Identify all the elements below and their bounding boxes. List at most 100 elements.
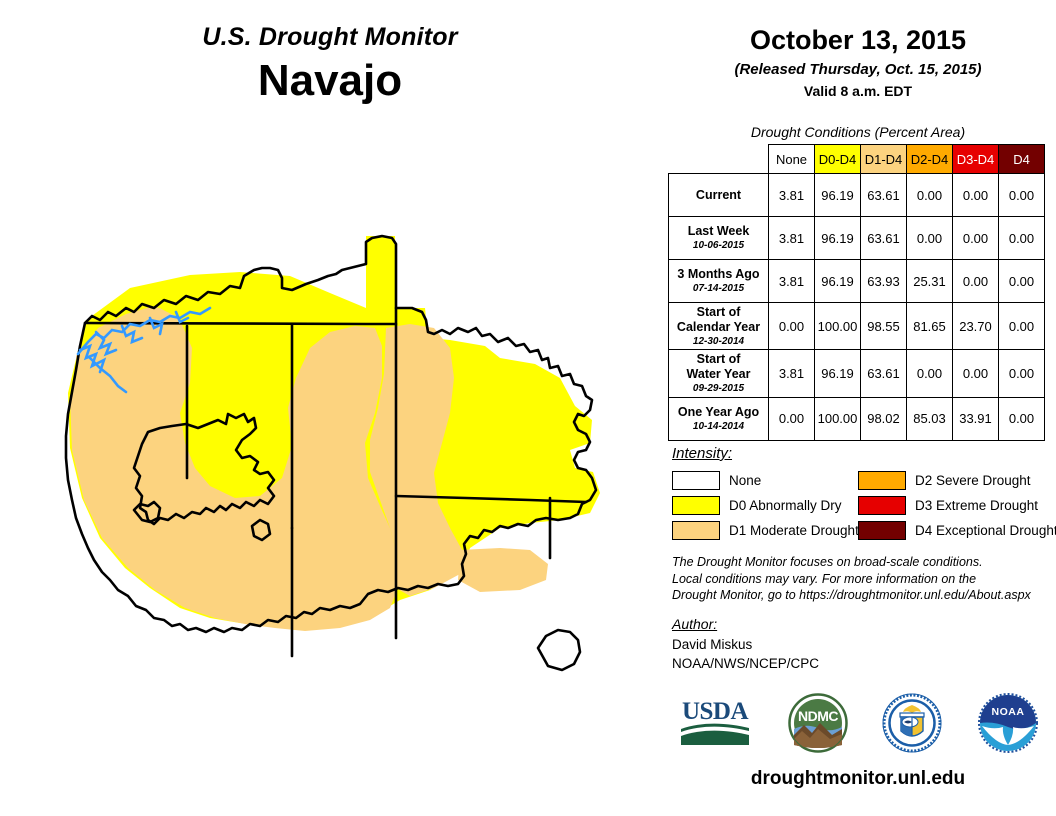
site-url: droughtmonitor.unl.edu [750, 768, 966, 789]
table-cell-d1-d4: 63.61 [860, 173, 907, 217]
legend-item: D2 Severe Drought [858, 468, 1056, 493]
table-cell-d2-d4: 85.03 [906, 396, 953, 441]
table-body: Current 3.81 96.19 63.61 0.00 0.00 0.00 Last We… [668, 173, 1045, 441]
lake-powell-arm-1 [78, 343, 107, 374]
svg-text:NDMC: NDMC [798, 708, 838, 724]
table-cell-d0-d4: 96.19 [814, 349, 861, 398]
row-label-date: 12-30-2014 [692, 335, 745, 347]
interior-island-1 [250, 518, 272, 542]
region-title: Navajo [257, 55, 403, 105]
col-header-d2-d4: D2-D4 [906, 144, 953, 174]
table-cell-d1-d4: 98.02 [860, 396, 907, 441]
col-header-none: None [768, 144, 815, 174]
table-cell-d0-d4: 96.19 [814, 259, 861, 303]
col-header-d1-d4: D1-D4 [860, 144, 907, 174]
hopi-reservation-boundary [132, 412, 276, 526]
row-label-line: Last Week [687, 224, 750, 239]
table-cell-d2-d4: 0.00 [906, 216, 953, 260]
legend-swatch-icon [858, 471, 906, 490]
author-block: David Miskus NOAA/NWS/NCEP/CPC [672, 636, 819, 673]
svg-text:NOAA: NOAA [991, 706, 1024, 718]
row-label-date: 10-14-2014 [692, 420, 745, 432]
agency-boundary-4 [83, 321, 398, 326]
legend-label: None [729, 473, 762, 488]
partner-logos: USDA NDMC [660, 692, 1056, 758]
table-cell-d0-d4: 100.00 [814, 301, 861, 351]
navajo-nation-outline [64, 234, 598, 634]
row-label: Current [668, 173, 769, 217]
row-label-line: One Year Ago [677, 404, 760, 419]
row-label: Start of Calendar Year 12-30-2014 [668, 301, 769, 351]
table-cell-d1-d4: 63.61 [860, 216, 907, 260]
svg-text:USDA: USDA [682, 698, 749, 725]
program-title: U.S. Drought Monitor [202, 23, 458, 51]
d1-area-east-lobe [370, 324, 462, 596]
table-cell-d4: 0.00 [998, 259, 1045, 303]
table-cell-d3-d4: 0.00 [952, 349, 999, 398]
lake-powell-arm-2 [94, 330, 118, 357]
row-label-line: Start of [696, 352, 741, 367]
table-cell-none: 3.81 [768, 349, 815, 398]
disclaimer-line-1: The Drought Monitor focuses on broad-sca… [672, 555, 983, 569]
table-header-row: None D0-D4 D1-D4 D2-D4 D3-D4 D4 [669, 144, 1045, 174]
disclaimer-line-2: Local conditions may vary. For more info… [672, 571, 977, 586]
table-row: 3 Months Ago 07-14-2015 3.81 96.19 63.93 25.3… [668, 259, 1045, 303]
tohajiilee-parcel [536, 628, 582, 672]
disclaimer-line-3: Drought Monitor, go to https://droughtmo… [672, 588, 1031, 602]
lake-powell-arm-4 [148, 316, 164, 336]
row-label-line: Calendar Year [676, 319, 761, 334]
water-features [76, 306, 212, 394]
row-label-line: Water Year [686, 367, 751, 382]
table-cell-d0-d4: 96.19 [814, 216, 861, 260]
author-name: David Miskus [672, 637, 753, 652]
table-cell-d3-d4: 33.91 [952, 396, 999, 441]
col-header-d4: D4 [998, 144, 1045, 174]
table-cell-none: 3.81 [768, 216, 815, 260]
legend-item: None [672, 468, 858, 493]
map-svg [64, 234, 600, 672]
table-caption: Drought Conditions (Percent Area) [750, 124, 966, 140]
table-cell-d3-d4: 0.00 [952, 173, 999, 217]
map-drought-areas [68, 236, 600, 631]
legend-item: D4 Exceptional Drought [858, 518, 1056, 543]
agency-boundary-5 [394, 494, 588, 504]
legend-swatch-icon [858, 496, 906, 515]
row-label-date: 10-06-2015 [692, 239, 745, 251]
table-cell-d2-d4: 25.31 [906, 259, 953, 303]
map-title-block: U.S. Drought Monitor Navajo [0, 23, 660, 106]
map-boundaries [64, 234, 598, 672]
row-label-line: Start of [696, 305, 741, 319]
row-label-date: 07-14-2015 [692, 282, 745, 294]
legend-swatch-icon [672, 471, 720, 490]
table-cell-d0-d4: 100.00 [814, 396, 861, 441]
table-corner-cell [669, 145, 769, 174]
drought-conditions-table: None D0-D4 D1-D4 D2-D4 D3-D4 D4 Current 3… [668, 144, 1045, 441]
legend-label: D4 Exceptional Drought [915, 523, 1056, 538]
table-cell-d0-d4: 96.19 [814, 173, 861, 217]
intensity-legend: None D2 Severe Drought D0 Abnormally Dry D3… [672, 468, 1056, 543]
lake-powell-arm-6 [88, 356, 128, 394]
released-date: (Released Thursday, Oct. 15, 2015) [734, 60, 982, 78]
noaa-logo: NOAA [977, 692, 1039, 758]
disclaimer-text: The Drought Monitor focuses on broad-sca… [672, 554, 1052, 604]
table-cell-d4: 0.00 [998, 216, 1045, 260]
legend-label: D1 Moderate Drought [729, 523, 859, 538]
table-cell-d2-d4: 0.00 [906, 173, 953, 217]
usda-logo: USDA [677, 695, 753, 756]
legend-label: D3 Extreme Drought [915, 498, 1039, 513]
table-cell-none: 3.81 [768, 259, 815, 303]
legend-swatch-icon [672, 521, 720, 540]
table-cell-d3-d4: 23.70 [952, 301, 999, 351]
usdc-seal-logo [882, 693, 942, 758]
legend-label: D2 Severe Drought [915, 473, 1031, 488]
table-cell-d4: 0.00 [998, 301, 1045, 351]
hopi-parcel-boundary [132, 500, 162, 524]
table-cell-d2-d4: 0.00 [906, 349, 953, 398]
table-cell-d4: 0.00 [998, 349, 1045, 398]
author-heading: Author: [672, 616, 718, 632]
legend-swatch-icon [672, 496, 720, 515]
col-header-d3-d4: D3-D4 [952, 144, 999, 174]
table-cell-none: 0.00 [768, 301, 815, 351]
table-cell-d4: 0.00 [998, 173, 1045, 217]
legend-label: D0 Abnormally Dry [729, 498, 842, 513]
